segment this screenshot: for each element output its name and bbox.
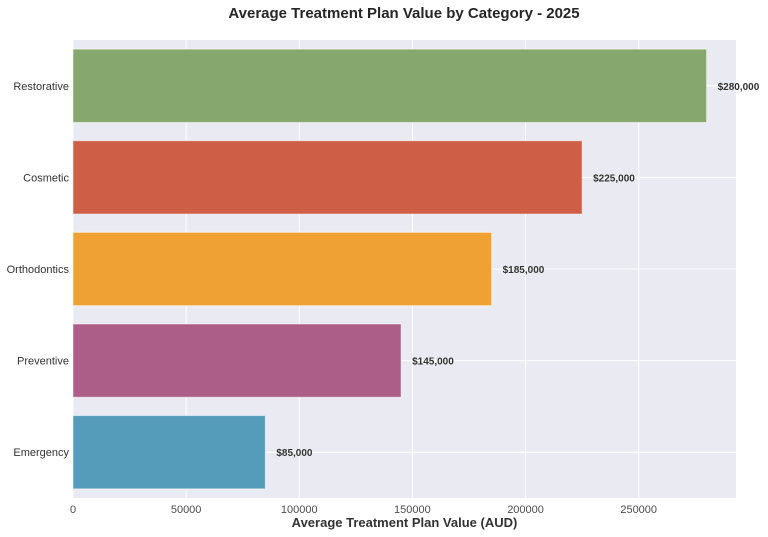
bar-emergency: [72, 415, 266, 490]
x-axis-label: Average Treatment Plan Value (AUD): [292, 515, 518, 530]
x-tick-label: 150000: [394, 504, 431, 516]
x-tick-label: 250000: [620, 504, 657, 516]
y-axis-ticks: Restorative Cosmetic Orthodontics Preventiv…: [7, 81, 70, 459]
x-axis-ticks: 0 50000 100000 150000 200000 250000: [70, 504, 657, 516]
x-tick-label: 50000: [171, 504, 202, 516]
data-label-preventive: $145,000: [412, 357, 454, 368]
x-tick-label: 0: [70, 504, 76, 516]
y-tick-label: Cosmetic: [23, 172, 69, 184]
data-label-cosmetic: $225,000: [593, 173, 635, 184]
bar-restorative: [72, 48, 708, 123]
data-label-emergency: $85,000: [276, 448, 313, 459]
bar-cosmetic: [72, 140, 583, 215]
y-tick-label: Preventive: [17, 356, 69, 368]
bar-orthodontics: [72, 231, 493, 307]
data-label-restorative: $280,000: [718, 82, 760, 93]
bars: [72, 48, 708, 490]
data-label-orthodontics: $185,000: [503, 265, 545, 276]
y-tick-label: Emergency: [13, 447, 69, 459]
bar-preventive: [72, 323, 402, 398]
chart-title: Average Treatment Plan Value by Category…: [228, 5, 580, 22]
x-tick-label: 100000: [281, 504, 318, 516]
data-labels: $280,000 $225,000 $185,000 $145,000 $85,000: [276, 82, 759, 459]
x-tick-label: 200000: [507, 504, 544, 516]
y-tick-label: Orthodontics: [7, 264, 70, 276]
y-tick-label: Restorative: [13, 81, 69, 93]
